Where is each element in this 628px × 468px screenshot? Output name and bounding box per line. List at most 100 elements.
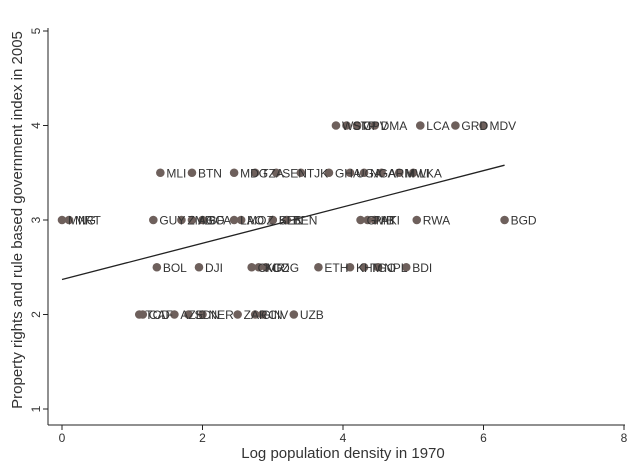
data-point-label: AZE bbox=[180, 308, 203, 322]
data-point-label: SEN bbox=[282, 166, 307, 180]
data-point-label: TZA bbox=[261, 166, 284, 180]
data-point-label: KHM bbox=[356, 261, 383, 275]
data-point-label: NER bbox=[209, 308, 235, 322]
data-point-label: GRD bbox=[461, 119, 488, 133]
data-point-label: ZMB bbox=[187, 214, 212, 228]
data-point-label: BDI bbox=[412, 261, 432, 275]
x-tick-label: 6 bbox=[480, 431, 487, 445]
data-point bbox=[250, 168, 260, 178]
data-point-label: BOL bbox=[163, 261, 187, 275]
data-point bbox=[194, 262, 204, 272]
data-point bbox=[187, 168, 197, 178]
data-point-label: MDV bbox=[490, 119, 517, 133]
data-point-label: ETH bbox=[324, 261, 348, 275]
data-point bbox=[268, 215, 278, 225]
x-tick-label: 8 bbox=[621, 431, 628, 445]
data-point bbox=[247, 262, 256, 272]
data-point bbox=[156, 168, 165, 178]
x-tick-label: 0 bbox=[59, 431, 66, 445]
data-point-label: LKA bbox=[419, 166, 442, 180]
data-point bbox=[373, 262, 383, 272]
data-point-label: HTI bbox=[381, 214, 400, 228]
data-point-label: TCD bbox=[145, 308, 170, 322]
data-point bbox=[184, 310, 193, 319]
data-point bbox=[394, 168, 404, 178]
data-point bbox=[415, 121, 425, 130]
data-point-label: MLI bbox=[166, 166, 186, 180]
data-point bbox=[229, 215, 239, 225]
x-axis-label: Log population density in 1970 bbox=[241, 445, 445, 462]
data-point bbox=[401, 262, 411, 272]
data-point-label: TGO bbox=[370, 261, 396, 275]
data-point bbox=[177, 215, 186, 225]
y-tick-label: 4 bbox=[29, 122, 43, 129]
data-point bbox=[359, 262, 369, 272]
x-tick-label: 4 bbox=[340, 431, 347, 445]
data-point bbox=[345, 262, 355, 272]
data-point-label: GHA bbox=[335, 166, 361, 180]
data-point-label: MWI bbox=[405, 166, 430, 180]
data-point bbox=[345, 168, 355, 178]
data-point bbox=[233, 310, 242, 319]
data-point bbox=[352, 121, 362, 130]
data-point-label: ZAR bbox=[244, 308, 268, 322]
data-point-label: GIN bbox=[261, 308, 282, 322]
data-point-label: AGO bbox=[198, 214, 225, 228]
data-point bbox=[331, 121, 341, 130]
data-point bbox=[236, 215, 246, 225]
data-point bbox=[363, 215, 372, 225]
data-point bbox=[250, 310, 260, 319]
data-point bbox=[149, 215, 158, 225]
data-point bbox=[289, 310, 299, 319]
data-point-label: SLE bbox=[279, 214, 302, 228]
data-point bbox=[500, 215, 509, 225]
data-point-label: GUY bbox=[159, 214, 185, 228]
data-point bbox=[324, 168, 334, 178]
data-point-label: CAF bbox=[149, 308, 173, 322]
data-point-label: WSM bbox=[342, 119, 371, 133]
data-point-label: COG bbox=[272, 261, 299, 275]
data-point bbox=[198, 215, 207, 225]
data-point bbox=[356, 215, 365, 225]
data-point bbox=[408, 168, 418, 178]
data-point-label: ARM bbox=[388, 166, 415, 180]
data-point bbox=[314, 262, 323, 272]
data-point bbox=[198, 310, 207, 319]
data-point bbox=[342, 121, 351, 130]
data-point-label: BGD bbox=[511, 214, 537, 228]
data-point-label: CPV bbox=[363, 119, 388, 133]
data-point-label: PAK bbox=[374, 214, 397, 228]
y-tick-label: 1 bbox=[29, 405, 43, 412]
points-group bbox=[57, 121, 509, 319]
axes: 0 2 4 6 8 1 2 3 4 5 bbox=[29, 27, 628, 445]
data-point bbox=[377, 168, 386, 178]
data-point bbox=[187, 215, 197, 225]
data-point bbox=[64, 215, 74, 225]
y-tick-label: 5 bbox=[29, 27, 43, 34]
data-point-label: DMA bbox=[381, 119, 408, 133]
data-point-label: STP bbox=[353, 119, 376, 133]
data-point bbox=[170, 310, 179, 319]
data-point bbox=[229, 168, 239, 178]
data-point bbox=[257, 310, 267, 319]
data-point-label: KEN bbox=[279, 214, 304, 228]
data-point-label: MRT bbox=[75, 214, 101, 228]
data-point-label: BEN bbox=[293, 214, 318, 228]
data-point-label: SDN bbox=[194, 308, 219, 322]
data-point bbox=[282, 215, 292, 225]
data-point bbox=[451, 121, 460, 130]
data-point bbox=[296, 168, 306, 178]
data-point bbox=[412, 215, 422, 225]
data-point-label: DJI bbox=[205, 261, 223, 275]
data-point-label: NPL bbox=[384, 261, 408, 275]
data-point-label: MOZ bbox=[247, 214, 274, 228]
data-point bbox=[359, 168, 369, 178]
x-tick-label: 2 bbox=[199, 431, 206, 445]
data-point bbox=[254, 262, 263, 272]
data-point-label: RWA bbox=[423, 214, 450, 228]
data-point bbox=[152, 262, 162, 272]
data-point bbox=[370, 121, 379, 130]
data-point-label: TJK bbox=[307, 166, 328, 180]
data-point bbox=[138, 310, 148, 319]
